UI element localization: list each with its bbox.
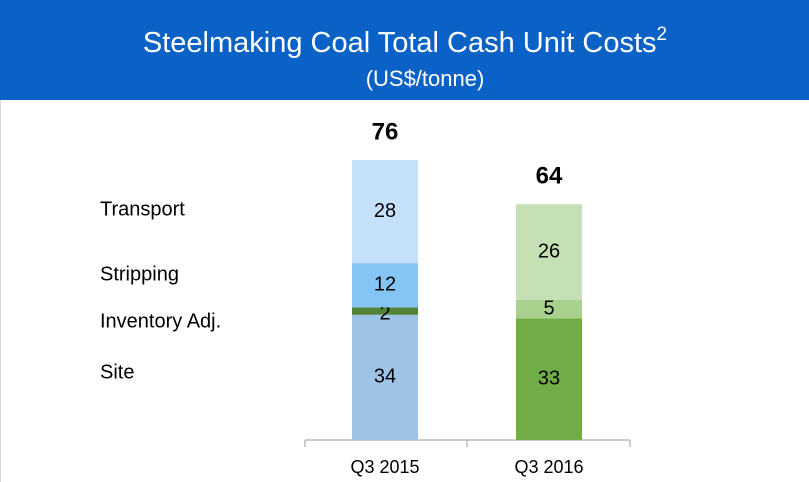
data-label: 2	[379, 302, 390, 324]
x-tick-label: Q3 2016	[514, 457, 583, 477]
title-superscript: 2	[657, 24, 668, 45]
legend-label: Site	[100, 361, 134, 383]
bar-segment	[352, 307, 418, 315]
data-label: 34	[374, 366, 396, 388]
bar-segment	[516, 318, 582, 440]
legend-label: Stripping	[100, 263, 179, 285]
data-label: 28	[374, 200, 396, 222]
total-label: 64	[536, 163, 563, 190]
bar-segment	[516, 300, 582, 319]
data-label: 5	[543, 297, 554, 319]
legend-label: Inventory Adj.	[100, 310, 221, 332]
chart-subtitle: (US$/tonne)	[366, 66, 485, 91]
bar-segment	[352, 160, 418, 264]
chart-title: Steelmaking Coal Total Cash Unit Costs2	[143, 24, 667, 59]
data-label: 26	[538, 240, 560, 262]
total-label: 76	[372, 118, 399, 145]
x-tick-label: Q3 2015	[350, 457, 419, 477]
data-label: 33	[538, 367, 560, 389]
header-band	[0, 0, 809, 100]
bar-segment	[352, 314, 418, 440]
title-text: Steelmaking Coal Total Cash Unit Costs	[143, 27, 657, 59]
data-label: 12	[374, 274, 396, 296]
bar-segment	[516, 204, 582, 300]
bar-segment	[352, 263, 418, 308]
legend-label: Transport	[100, 198, 185, 220]
